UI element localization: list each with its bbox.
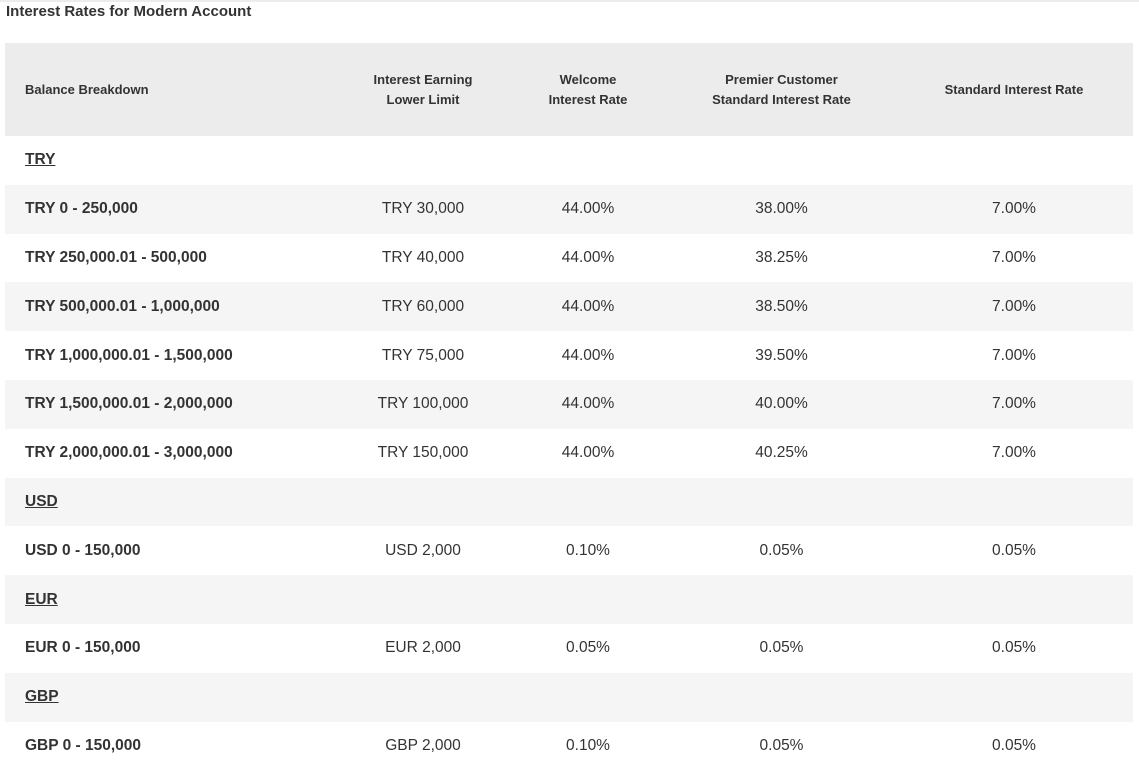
cell-standard-rate: 7.00% — [992, 297, 1036, 315]
cell-lower-limit: TRY 30,000 — [381, 200, 465, 218]
cell-welcome-rate: 44.00% — [561, 444, 615, 462]
cell-welcome-rate: 44.00% — [561, 200, 615, 218]
cell-balance-range: TRY 1,000,000.01 - 1,500,000 — [25, 346, 233, 364]
currency-group-row: EUR — [5, 575, 1133, 624]
table-row: TRY 0 - 250,000 TRY 30,000 44.00% 38.00% 7.0… — [5, 184, 1133, 234]
cell-lower-limit: TRY 100,000 — [377, 395, 469, 413]
header-standard-rate: Standard Interest Rate — [895, 43, 1133, 136]
table-row: TRY 500,000.01 - 1,000,000 TRY 60,000 44.0… — [5, 282, 1133, 332]
cell-standard-rate: 0.05% — [992, 639, 1036, 657]
cell-welcome-rate: 44.00% — [561, 346, 615, 364]
header-balance-breakdown: Balance Breakdown — [5, 43, 338, 136]
table-header-row: Balance Breakdown Interest Earning Lower… — [5, 43, 1133, 136]
currency-group-row: GBP — [5, 672, 1133, 722]
table-row: TRY 2,000,000.01 - 3,000,000 TRY 150,000 4… — [5, 429, 1133, 478]
cell-welcome-rate: 44.00% — [561, 395, 615, 413]
cell-balance-range: TRY 1,500,000.01 - 2,000,000 — [25, 395, 233, 413]
cell-standard-rate: 7.00% — [992, 444, 1036, 462]
header-premier-rate: Premier Customer Standard Interest Rate — [668, 43, 895, 136]
cell-lower-limit: TRY 150,000 — [377, 444, 469, 462]
currency-group-row: USD — [5, 477, 1133, 527]
page-title: Interest Rates for Modern Account — [6, 3, 252, 20]
cell-premier-rate: 0.05% — [759, 639, 804, 657]
table-row: USD 0 - 150,000 USD 2,000 0.10% 0.05% 0.05% — [5, 526, 1133, 575]
table-row: GBP 0 - 150,000 GBP 2,000 0.10% 0.05% 0.05% — [5, 722, 1133, 771]
cell-premier-rate: 0.05% — [759, 541, 804, 559]
cell-standard-rate: 7.00% — [992, 200, 1036, 218]
cell-lower-limit: TRY 75,000 — [381, 346, 465, 364]
cell-standard-rate: 7.00% — [992, 248, 1036, 266]
cell-balance-range: TRY 0 - 250,000 — [25, 200, 138, 218]
cell-premier-rate: 39.50% — [755, 346, 808, 364]
cell-premier-rate: 38.25% — [755, 248, 808, 266]
cell-balance-range: TRY 500,000.01 - 1,000,000 — [25, 297, 220, 315]
cell-premier-rate: 40.00% — [755, 395, 808, 413]
cell-lower-limit: GBP 2,000 — [385, 736, 461, 754]
cell-premier-rate: 40.25% — [755, 444, 808, 462]
cell-premier-rate: 38.50% — [755, 297, 808, 315]
cell-standard-rate: 7.00% — [992, 346, 1036, 364]
table-row: TRY 1,500,000.01 - 2,000,000 TRY 100,000 4… — [5, 379, 1133, 429]
cell-balance-range: TRY 2,000,000.01 - 3,000,000 — [25, 444, 233, 462]
cell-lower-limit: TRY 40,000 — [381, 248, 465, 266]
cell-lower-limit: EUR 2,000 — [385, 639, 461, 657]
cell-welcome-rate: 0.10% — [566, 541, 610, 559]
table-row: TRY 1,000,000.01 - 1,500,000 TRY 75,000 44… — [5, 331, 1133, 380]
cell-lower-limit: USD 2,000 — [385, 541, 461, 559]
currency-group-label[interactable]: USD — [25, 492, 58, 510]
cell-balance-range: USD 0 - 150,000 — [25, 541, 141, 559]
cell-balance-range: GBP 0 - 150,000 — [25, 736, 142, 754]
header-lower-limit: Interest Earning Lower Limit — [338, 43, 508, 136]
currency-group-label[interactable]: TRY — [25, 151, 56, 169]
cell-welcome-rate: 44.00% — [561, 248, 615, 266]
table-row: EUR 0 - 150,000 EUR 2,000 0.05% 0.05% 0.05% — [5, 624, 1133, 673]
cell-welcome-rate: 0.10% — [566, 736, 610, 754]
cell-standard-rate: 7.00% — [992, 395, 1036, 413]
cell-premier-rate: 0.05% — [759, 736, 804, 754]
table-row: TRY 250,000.01 - 500,000 TRY 40,000 44.00%… — [5, 234, 1133, 283]
cell-standard-rate: 0.05% — [992, 541, 1036, 559]
cell-lower-limit: TRY 60,000 — [381, 297, 465, 315]
currency-group-label[interactable]: GBP — [25, 688, 59, 706]
interest-rates-table: Balance Breakdown Interest Earning Lower… — [5, 43, 1133, 770]
cell-welcome-rate: 0.05% — [566, 639, 610, 657]
cell-premier-rate: 38.00% — [755, 200, 808, 218]
cell-balance-range: EUR 0 - 150,000 — [25, 639, 141, 657]
cell-balance-range: TRY 250,000.01 - 500,000 — [25, 248, 207, 266]
cell-welcome-rate: 44.00% — [561, 297, 615, 315]
cell-standard-rate: 0.05% — [992, 736, 1036, 754]
currency-group-row: TRY — [5, 136, 1133, 185]
header-welcome-rate: Welcome Interest Rate — [508, 43, 668, 136]
currency-group-label[interactable]: EUR — [25, 590, 58, 608]
